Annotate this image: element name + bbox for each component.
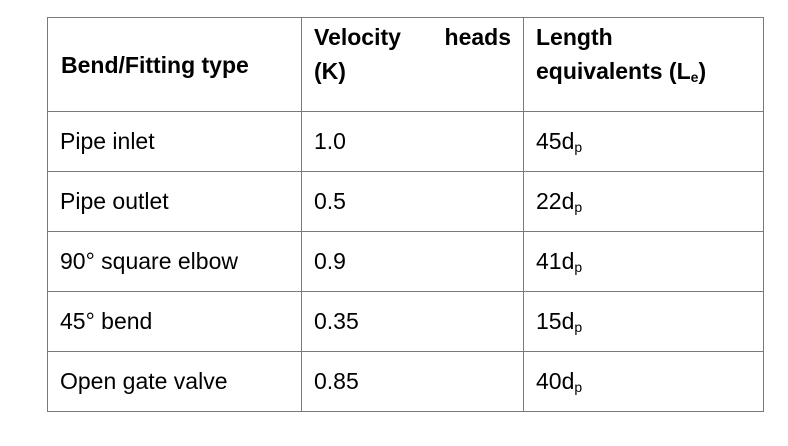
fitting-loss-table: Bend/Fitting type Velocity heads (K) Len… [47,17,764,412]
le-subscript: p [574,199,583,215]
le-value: 15d [536,308,575,334]
table-row: 45° bend 0.35 15dp [47,291,764,352]
cell-fitting: 90° square elbow [47,231,302,292]
le-value: 22d [536,188,575,214]
le-subscript: p [574,319,583,335]
le-value: 40d [536,368,575,394]
le-subscript: p [574,259,583,275]
le-value: 45d [536,128,575,154]
cell-fitting: Open gate valve [47,351,302,412]
cell-length-equivalent: 15dp [523,291,764,352]
header-row: Bend/Fitting type Velocity heads (K) Len… [47,17,764,112]
table-row: Pipe inlet 1.0 45dp [47,111,764,172]
header-length-line2: equivalents (Le) [536,54,763,88]
cell-fitting: 45° bend [47,291,302,352]
header-velocity-heads-line2: (K) [314,58,346,84]
header-heads-word: heads [444,24,511,50]
header-length-equivalents: Length equivalents (Le) [523,17,764,112]
header-fitting-type-label: Bend/Fitting type [61,51,249,78]
le-value: 41d [536,248,575,274]
table-row: Open gate valve 0.85 40dp [47,351,764,412]
cell-length-equivalent: 40dp [523,351,764,412]
cell-length-equivalent: 41dp [523,231,764,292]
table-row: 90° square elbow 0.9 41dp [47,231,764,292]
table-row: Pipe outlet 0.5 22dp [47,171,764,232]
cell-velocity-head: 0.9 [301,231,524,292]
header-length-suffix: ) [698,58,707,84]
le-subscript: p [574,379,583,395]
cell-velocity-head: 1.0 [301,111,524,172]
cell-fitting: Pipe inlet [47,111,302,172]
cell-velocity-head: 0.35 [301,291,524,352]
header-velocity-heads: Velocity heads (K) [301,17,524,112]
cell-velocity-head: 0.5 [301,171,524,232]
header-velocity-word: Velocity [314,24,401,50]
cell-length-equivalent: 45dp [523,111,764,172]
cell-fitting: Pipe outlet [47,171,302,232]
header-length-line1: Length [536,24,613,50]
cell-velocity-head: 0.85 [301,351,524,412]
header-length-subscript: e [690,69,699,85]
header-length-prefix: equivalents (L [536,58,691,84]
header-velocity-heads-line1: Velocity heads [314,20,523,54]
header-fitting-type: Bend/Fitting type [47,17,302,112]
le-subscript: p [574,139,583,155]
cell-length-equivalent: 22dp [523,171,764,232]
